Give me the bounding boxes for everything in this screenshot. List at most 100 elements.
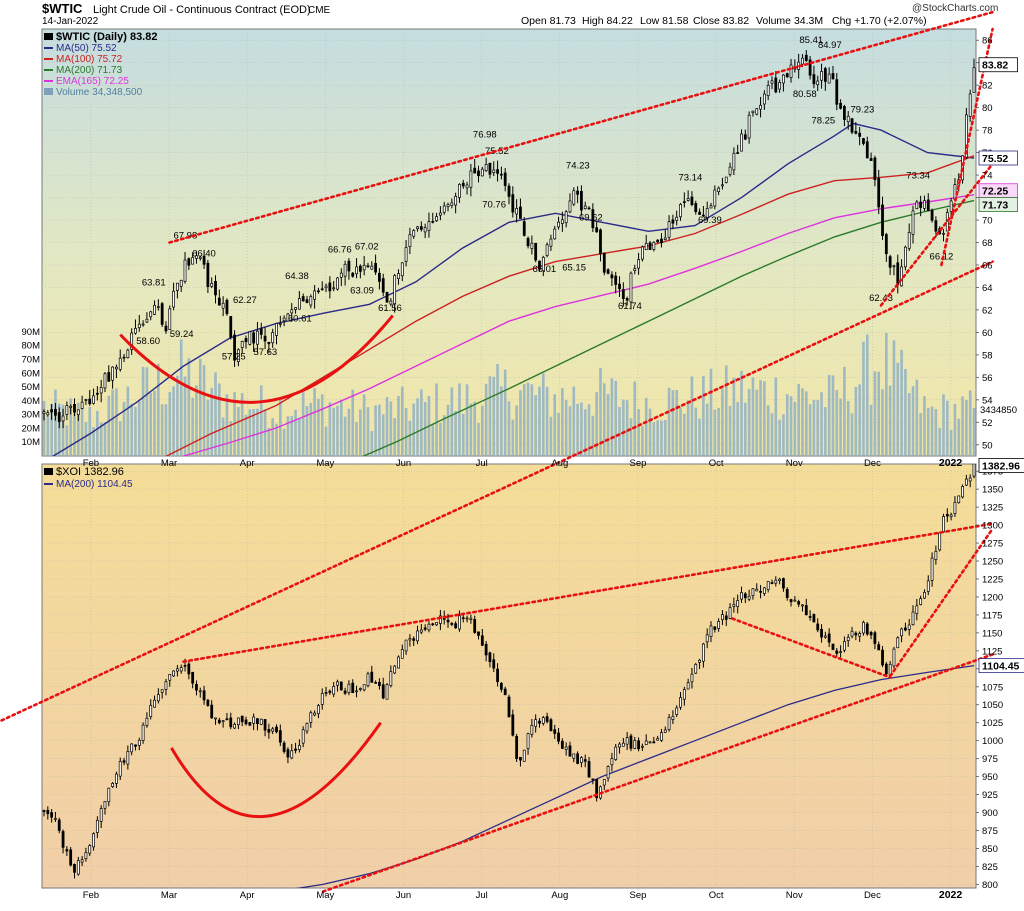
xoi-candle-body (317, 705, 320, 714)
wtic-candle-body (378, 272, 381, 282)
wtic-candle-body (721, 184, 724, 187)
xoi-candle-body (637, 740, 640, 750)
wtic-candle-body (427, 221, 431, 231)
wtic-candle-body (263, 335, 267, 342)
volume-bar (885, 332, 888, 456)
wtic-candle-body (381, 278, 385, 293)
volume-bar (923, 396, 926, 456)
xoi-candle-body (214, 717, 217, 720)
wtic-candle-body (625, 298, 629, 301)
volume-bar (534, 395, 537, 456)
xoi-candle-body (61, 831, 65, 848)
xoi-candle-body (267, 728, 271, 733)
volume-bar (785, 394, 789, 456)
xoi-candle-body (366, 673, 370, 686)
volume-bar (724, 365, 728, 456)
wtic-candle-body (564, 211, 568, 224)
volume-bar (660, 420, 663, 456)
volume-bar (667, 387, 671, 456)
xoi-candle-body (534, 719, 538, 727)
xoi-candle-body (553, 729, 557, 734)
chart-title: Light Crude Oil - Continuous Contract (E… (93, 4, 311, 16)
price-annotation: 63.09 (350, 286, 374, 297)
xoi-candle-body (328, 690, 332, 693)
wtic-candle-body (145, 318, 149, 323)
wtic-candle-body (846, 115, 850, 122)
xoi-candle-body (823, 635, 827, 638)
wtic-candle-body (831, 73, 835, 80)
xoi-candle-body (404, 639, 408, 652)
xoi-candle-body (126, 750, 130, 765)
wtic-candle-body (671, 219, 675, 224)
wtic-candle-body (69, 405, 73, 408)
xoi-candle-body (355, 690, 358, 693)
volume-bar (290, 416, 294, 456)
volume-bar (526, 382, 530, 456)
volume-bar (827, 374, 831, 456)
volume-bar (656, 420, 659, 456)
volume-bar (568, 406, 572, 456)
price-annotation: 73.34 (906, 170, 930, 181)
xoi-candle-body (221, 720, 225, 723)
wtic-candle-body (633, 268, 637, 271)
xoi-candle-body (400, 649, 404, 659)
xoi-candle-body (759, 591, 762, 593)
wtic-candle-body (42, 411, 46, 414)
volume-bar (481, 405, 484, 456)
wtic-candle-body (968, 93, 972, 117)
xoi-candle-body (671, 715, 675, 720)
volume-bar (618, 407, 621, 456)
volume-bar (690, 376, 694, 456)
xoi-candle-body (919, 598, 923, 605)
wtic-candle-body (206, 262, 210, 287)
xoi-candle-body (431, 623, 435, 626)
legend-entry-ma50: MA(50) 75.52 (44, 43, 117, 54)
volume-bar (683, 413, 686, 456)
volume-bar (46, 416, 50, 456)
wtic-candle-body (156, 306, 160, 309)
quote-change: Chg +1.70 (+2.07%) (832, 15, 927, 27)
volume-bar (820, 392, 823, 456)
y-tick-label: 1350 (982, 485, 1003, 496)
legend-entry-xoi-ma200: MA(200) 1104.45 (44, 479, 133, 490)
wtic-candle-body (267, 341, 271, 345)
xoi-candle-body (633, 740, 637, 749)
xoi-candle-body (862, 621, 865, 634)
x-tick-label: Jun (396, 890, 411, 901)
y-tick-label: 1175 (982, 610, 1002, 621)
top-axis-labels: 50525456586062646668707274767880828486Fe… (22, 36, 1018, 469)
xoi-candle-body (358, 688, 362, 690)
y-tick-label: 54 (982, 395, 993, 406)
volume-bar (751, 377, 755, 456)
xoi-candle-body (496, 668, 499, 683)
wtic-candle-body (694, 203, 698, 213)
volume-bar (103, 422, 107, 456)
volume-last-label: 3434850 (980, 405, 1017, 416)
wtic-candle-body (256, 330, 259, 345)
price-annotation: 65.01 (532, 264, 556, 275)
xoi-candle-body (602, 779, 606, 786)
xoi-candle-body (519, 756, 522, 761)
wtic-candle-body (450, 202, 454, 206)
volume-bar (686, 400, 690, 456)
wtic-candle-body (724, 176, 728, 183)
volume-bar (389, 401, 393, 456)
y-tick-label: 800 (982, 880, 998, 891)
volume-bar (73, 406, 76, 456)
volume-bar (519, 390, 522, 456)
price-annotation: 58.60 (136, 336, 160, 347)
volume-bar (393, 418, 396, 456)
xoi-candle-body (164, 681, 168, 690)
xoi-candle-body (313, 712, 317, 716)
wtic-candle-body (743, 134, 747, 140)
x-tick-label: Feb (83, 890, 99, 901)
wtic-candle-body (404, 247, 408, 262)
legend-entry-price: $WTIC (Daily) 83.82 (44, 31, 157, 43)
xoi-candle-body (541, 717, 545, 724)
wtic-candle-body (652, 241, 656, 250)
xoi-candle-body (801, 604, 804, 607)
x-tick-label: Aug (551, 458, 568, 469)
xoi-candle-body (473, 619, 477, 633)
wtic-candle-body (290, 309, 294, 314)
price-badge-text: 75.52 (982, 153, 1008, 165)
